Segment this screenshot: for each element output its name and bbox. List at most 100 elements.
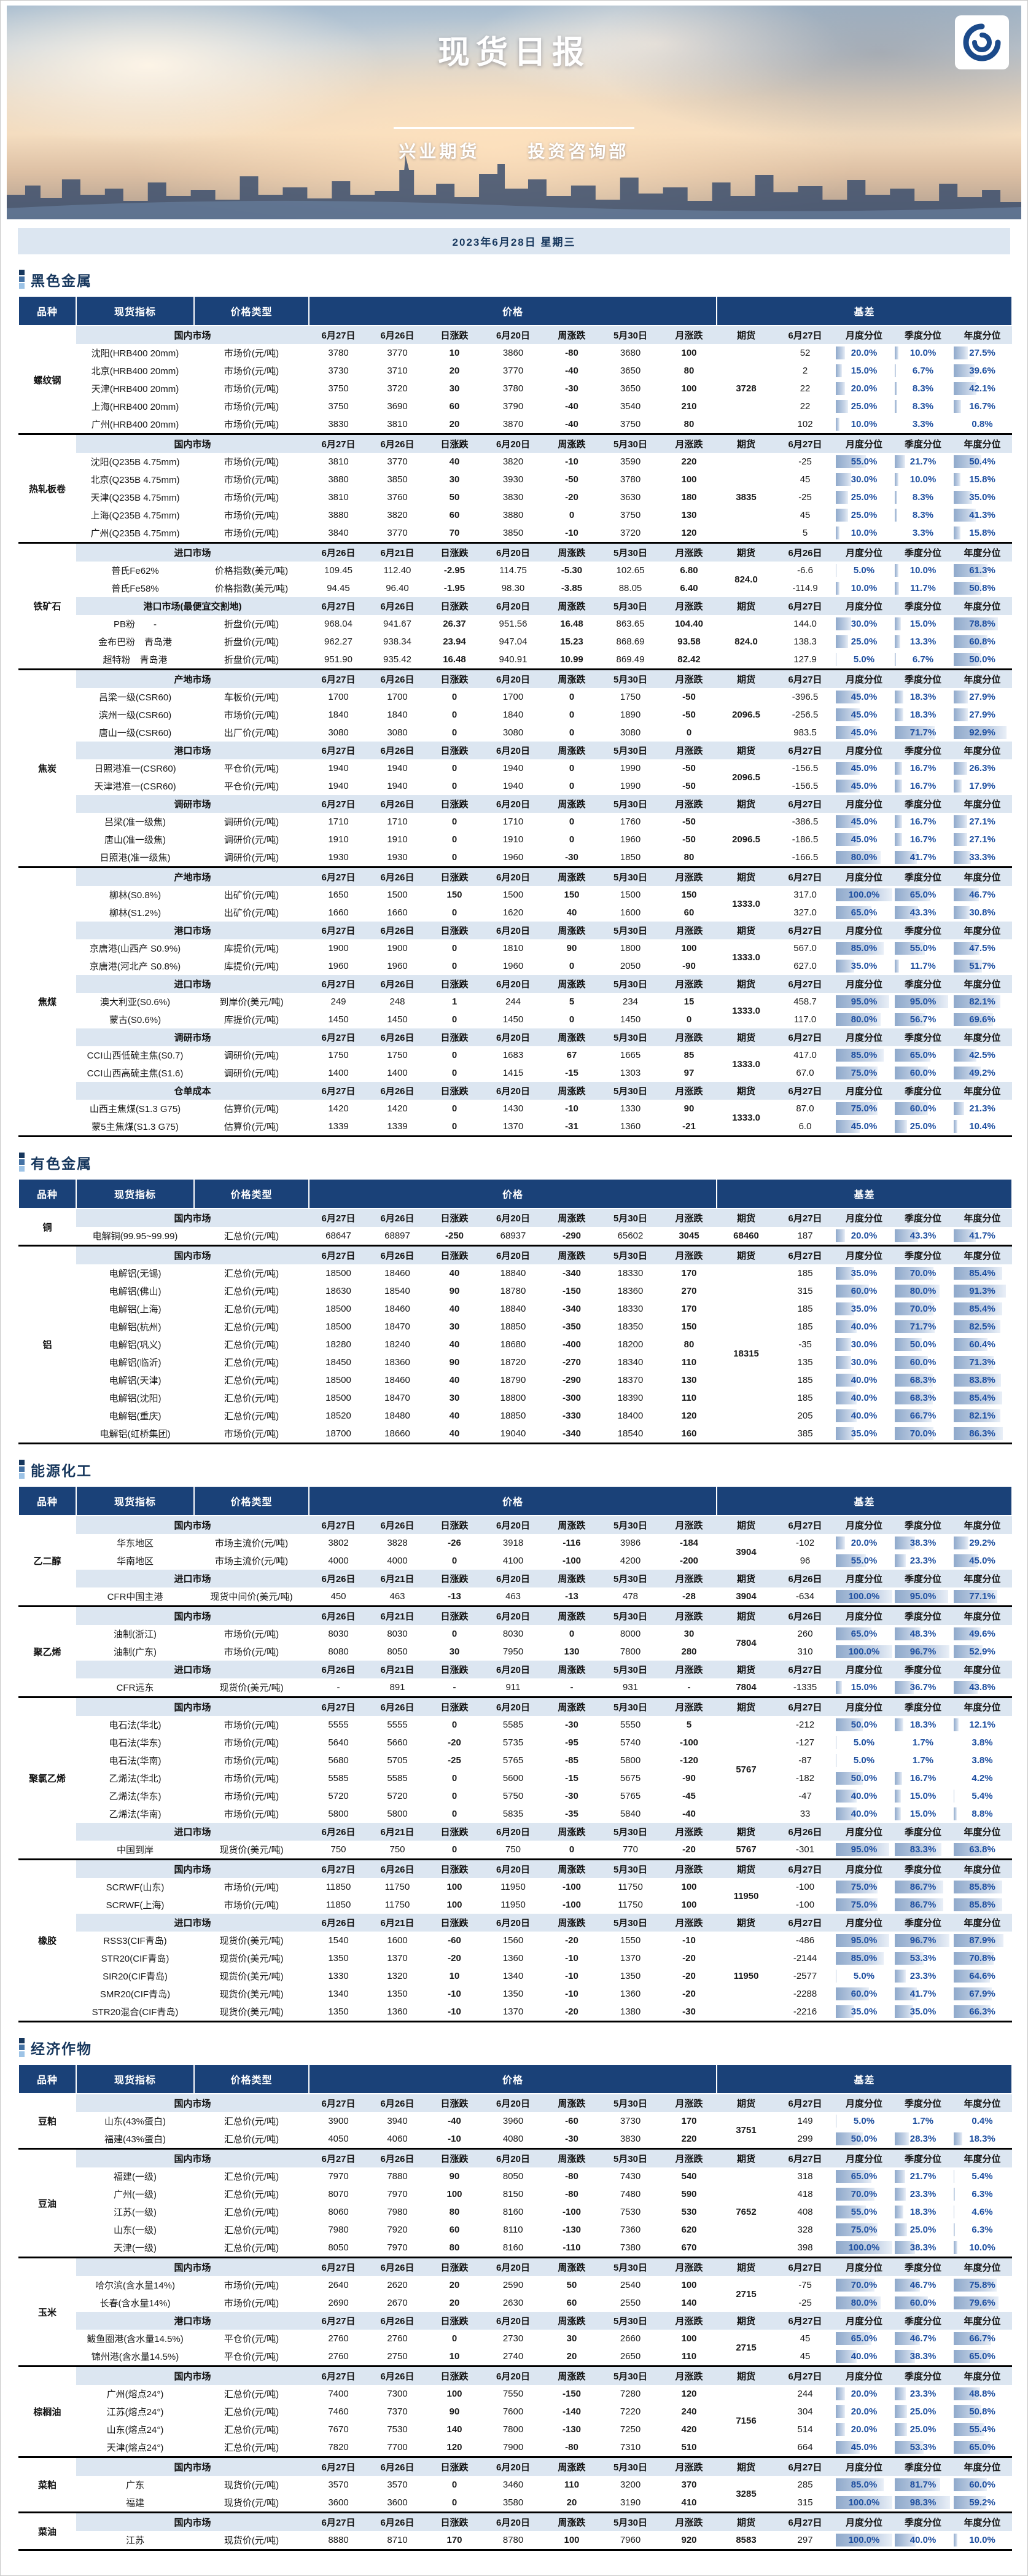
price-cell: 962.27 <box>309 633 368 651</box>
date-header-cell: 期货 <box>717 1028 776 1046</box>
price-cell: 3750 <box>599 506 661 524</box>
percentile-value: 10.0% <box>851 583 878 593</box>
percentile-value: 80.0% <box>910 1286 936 1296</box>
price-type-cell: 市场价(元/吨) <box>194 1896 309 1914</box>
price-cell: 19040 <box>482 1425 544 1444</box>
date-header-cell: 日涨跌 <box>427 1028 482 1046</box>
percentile-cell: 38.3% <box>894 2239 952 2258</box>
market-label: 进口市场 <box>76 1570 309 1587</box>
percentile-bar <box>836 582 839 595</box>
percentile-cell: 20.0% <box>835 2421 894 2438</box>
percentile-cell: 55.0% <box>835 2203 894 2221</box>
date-header-cell: 年度分位 <box>952 1570 1012 1587</box>
percentile-value: 85.4% <box>969 1393 995 1403</box>
percentile-value: 55.0% <box>851 2207 878 2217</box>
change-cell: 80 <box>427 2239 482 2258</box>
indicator-cell: 长春(含水量14%) <box>76 2294 194 2312</box>
basis-cell: 149 <box>776 2112 835 2130</box>
percentile-value: 45.0% <box>851 816 878 827</box>
percentile-bar <box>895 1790 901 1803</box>
change-cell: 80 <box>661 848 717 867</box>
date-header-cell: 6月20日 <box>482 2094 544 2112</box>
basis-cell: 45 <box>776 471 835 488</box>
date-header-cell: 6月20日 <box>482 1914 544 1932</box>
section-title: 经济作物 <box>31 2037 92 2058</box>
percentile-cell: 50.0% <box>835 2130 894 2149</box>
date-header-cell: 期货 <box>717 2094 776 2112</box>
price-type-cell: 市场价(元/吨) <box>194 1734 309 1752</box>
percentile-cell: 75.0% <box>835 1896 894 1914</box>
futures-cell: 824.0 <box>717 562 776 597</box>
price-cell: 5720 <box>368 1787 427 1805</box>
change-cell: -50 <box>661 759 717 777</box>
change-cell: 90 <box>427 2167 482 2185</box>
price-cell: 1540 <box>309 1932 368 1949</box>
indicator-cell: 澳大利亚(S0.6%) <box>76 993 194 1011</box>
price-cell: 1700 <box>482 688 544 706</box>
change-cell: -5.30 <box>544 562 599 579</box>
market-label: 国内市场 <box>76 1208 309 1227</box>
change-cell: -100 <box>544 1552 599 1570</box>
price-cell: 7970 <box>309 2167 368 2185</box>
price-cell: 938.34 <box>368 633 427 651</box>
price-cell: 102.65 <box>599 562 661 579</box>
price-type-cell: 价格指数(美元/吨) <box>194 562 309 579</box>
date-header-cell: 5月30日 <box>599 1570 661 1587</box>
indicator-cell: 乙烯法(华东) <box>76 1787 194 1805</box>
price-cell: 7300 <box>368 2385 427 2403</box>
percentile-cell: 18.3% <box>894 2203 952 2221</box>
percentile-cell: 0.4% <box>952 2112 1012 2130</box>
indicator-cell: 电解铝(虹桥集团) <box>76 1425 194 1444</box>
percentile-cell: 70.0% <box>835 2185 894 2203</box>
percentile-bar <box>836 527 839 539</box>
indicator-cell: 电解铜(99.95~99.99) <box>76 1227 194 1246</box>
change-cell: 85 <box>661 1046 717 1064</box>
date-header-cell: 日涨跌 <box>427 2258 482 2277</box>
date-header-cell: 期货 <box>717 597 776 615</box>
date-header-cell: 月度分位 <box>835 1661 894 1678</box>
price-cell: 8160 <box>482 2203 544 2221</box>
percentile-cell: 66.7% <box>894 1407 952 1425</box>
percentile-value: 65.0% <box>969 2442 995 2453</box>
date-header-cell: 5月30日 <box>599 1860 661 1879</box>
date-header-cell: 6月20日 <box>482 1860 544 1879</box>
price-cell: 1450 <box>482 1011 544 1028</box>
change-cell: -25 <box>427 1752 482 1769</box>
percentile-cell: 27.1% <box>952 831 1012 848</box>
percentile-value: 35.0% <box>851 1304 878 1314</box>
date-header-cell: 年度分位 <box>952 1208 1012 1227</box>
percentile-bar <box>895 1970 906 1983</box>
date-header-cell: 周涨跌 <box>544 543 599 562</box>
percentile-cell: 92.9% <box>952 724 1012 742</box>
change-cell: -100 <box>544 1878 599 1896</box>
price-type-cell: 市场价(元/吨) <box>194 1643 309 1661</box>
change-cell: -80 <box>544 344 599 362</box>
indicator-cell: CFR远东 <box>76 1678 194 1697</box>
percentile-cell: 56.7% <box>894 1011 952 1028</box>
date-header-cell: 6月27日 <box>776 670 835 689</box>
price-cell: 3080 <box>368 724 427 742</box>
percentile-value: 68.3% <box>910 1375 936 1385</box>
basis-cell: 138.3 <box>776 633 835 651</box>
percentile-cell: 25.0% <box>894 1118 952 1137</box>
price-cell: 750 <box>482 1841 544 1860</box>
basis-cell: -1335 <box>776 1678 835 1697</box>
change-cell: 140 <box>661 2294 717 2312</box>
indicator-cell: 天津港准一(CSR60) <box>76 777 194 795</box>
percentile-value: 80.0% <box>851 1014 878 1025</box>
percentile-value: 35.0% <box>851 1428 878 1439</box>
price-cell: 2690 <box>309 2294 368 2312</box>
percentile-value: 98.3% <box>910 2497 936 2508</box>
percentile-value: 23.3% <box>910 2189 936 2199</box>
percentile-bar <box>895 455 905 468</box>
date-header-cell: 6月27日 <box>776 1028 835 1046</box>
price-cell: 18500 <box>309 1371 368 1389</box>
